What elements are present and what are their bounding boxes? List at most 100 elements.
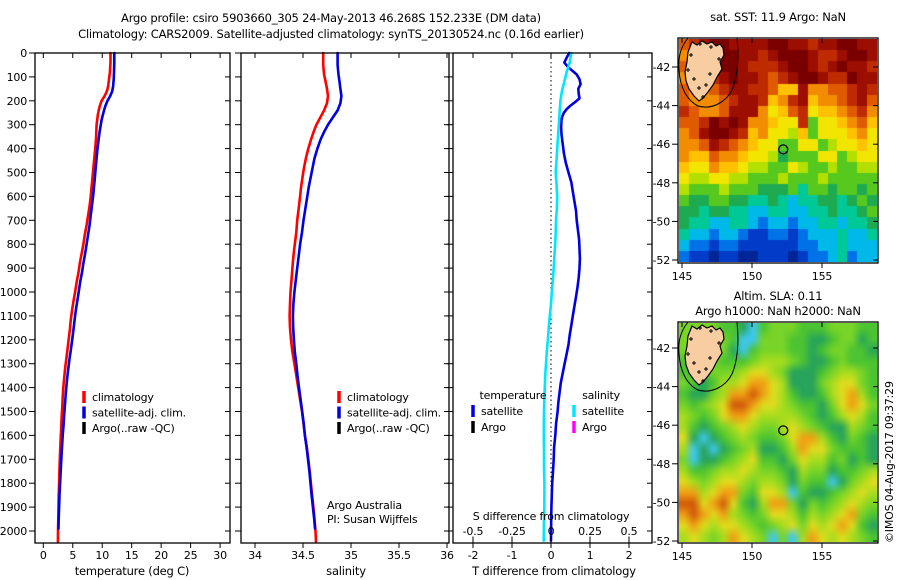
s-axis-tick-label: -0.5 xyxy=(463,525,484,538)
s-axis-tick-label: 0.25 xyxy=(578,525,602,538)
s-axis-tick-label: 0.5 xyxy=(621,525,638,538)
x-tick-label: 0 xyxy=(548,549,555,562)
depth-tick-label: 2000 xyxy=(0,525,27,538)
longitude-tick-label: 145 xyxy=(672,550,693,563)
series-S-line xyxy=(542,51,573,542)
difference-panel: -2 -1 0 1 2 temperature satellite Argo salinity s… xyxy=(447,51,653,562)
s-axis-tick-label: -0.25 xyxy=(498,525,526,538)
argo-float-position-marker xyxy=(778,144,789,155)
depth-tick-label: 1600 xyxy=(0,429,27,442)
depth-tick-label: 1100 xyxy=(0,310,27,323)
map-frame xyxy=(677,37,879,264)
depth-tick-label: 1700 xyxy=(0,453,27,466)
argo-float-position-marker xyxy=(778,425,789,436)
sst-map-panel: 145 150 155 -42 -44 -46 -48 -50 -52 xyxy=(653,37,879,283)
sla-map-subtitle: Argo h1000: NaN h2000: NaN xyxy=(695,304,861,318)
coastal-station-marks xyxy=(686,326,721,383)
x-tick-label: 15 xyxy=(125,549,139,562)
legend-header: temperature xyxy=(480,389,547,402)
legend-label: climatology xyxy=(92,391,154,404)
longitude-tick-label: 150 xyxy=(742,550,763,563)
panel-frame xyxy=(240,52,450,544)
shelf-contour xyxy=(678,37,739,108)
sla-map-title: Altim. SLA: 0.11 xyxy=(734,289,823,303)
depth-tick-label: 1300 xyxy=(0,358,27,371)
coastal-station-marks xyxy=(686,42,721,99)
legend-label: satellite-adj. clim. xyxy=(347,407,441,420)
x-tick-label: 10 xyxy=(95,549,109,562)
latitude-tick-label: -44 xyxy=(653,381,671,394)
figure-title-line2: Climatology: CARS2009. Satellite-adjuste… xyxy=(78,27,584,41)
temperature-panel: 0 5 10 15 20 25 300100200300400500600700800900… xyxy=(0,47,231,562)
longitude-tick-label: 155 xyxy=(812,550,833,563)
series--line xyxy=(291,51,343,530)
depth-tick-label: 0 xyxy=(20,47,27,60)
figure-title-line1: Argo profile: csiro 5903660_305 24-May-2… xyxy=(121,11,541,25)
tasmania-landmass xyxy=(684,40,725,102)
program-annotation: Argo Australia xyxy=(327,499,402,512)
depth-tick-label: 700 xyxy=(7,214,28,227)
depth-tick-label: 1500 xyxy=(0,406,27,419)
legend-label: Argo(..raw -QC) xyxy=(347,422,430,435)
x-tick-label: -1 xyxy=(507,549,518,562)
x-tick-label: 34 xyxy=(248,549,262,562)
panel-frame xyxy=(452,52,653,544)
salinity-axis-label: salinity xyxy=(326,564,366,578)
map-frame xyxy=(677,321,879,544)
depth-tick-label: 800 xyxy=(7,238,28,251)
longitude-tick-label: 150 xyxy=(742,270,763,283)
depth-tick-label: 1900 xyxy=(0,501,27,514)
shelf-contour xyxy=(678,321,739,392)
depth-tick-label: 200 xyxy=(7,95,28,108)
depth-tick-label: 1400 xyxy=(0,382,27,395)
x-tick-label: 35 xyxy=(344,549,358,562)
depth-tick-label: 1800 xyxy=(0,477,27,490)
legend-label: satellite xyxy=(582,405,624,418)
latitude-tick-label: -48 xyxy=(653,458,671,471)
depth-tick-label: 900 xyxy=(7,262,28,275)
depth-tick-label: 300 xyxy=(7,119,28,132)
s-axis-tick-label: 0 xyxy=(548,525,555,538)
x-tick-label: 25 xyxy=(184,549,198,562)
s-difference-axis-label: S difference from climatology xyxy=(473,510,630,523)
latitude-tick-label: -50 xyxy=(653,215,671,228)
depth-tick-label: 600 xyxy=(7,190,28,203)
depth-tick-label: 1000 xyxy=(0,286,27,299)
x-tick-label: 20 xyxy=(154,549,168,562)
panel-frame xyxy=(34,52,231,544)
depth-tick-label: 400 xyxy=(7,143,28,156)
latitude-tick-label: -52 xyxy=(653,254,670,267)
latitude-tick-label: -42 xyxy=(653,342,670,355)
legend-label: satellite xyxy=(481,405,523,418)
x-tick-label: 36 xyxy=(440,549,454,562)
depth-tick-label: 500 xyxy=(7,167,28,180)
legend-header: salinity xyxy=(582,389,621,402)
tasmania-landmass xyxy=(684,324,725,386)
longitude-tick-label: 145 xyxy=(672,270,693,283)
latitude-tick-label: -44 xyxy=(653,100,671,113)
legend-label: climatology xyxy=(347,391,409,404)
latitude-tick-label: -46 xyxy=(653,419,671,432)
latitude-tick-label: -46 xyxy=(653,138,671,151)
latitude-tick-label: -50 xyxy=(653,496,671,509)
latitude-tick-label: -42 xyxy=(653,61,670,74)
legend-label: Argo xyxy=(481,421,506,434)
x-tick-label: -2 xyxy=(468,549,479,562)
x-tick-label: 35.5 xyxy=(387,549,411,562)
x-tick-label: 1 xyxy=(587,549,594,562)
sst-map-title: sat. SST: 11.9 Argo: NaN xyxy=(710,10,846,24)
t-difference-axis-label: T difference from climatology xyxy=(471,564,636,578)
x-tick-label: 2 xyxy=(626,549,633,562)
x-tick-label: 30 xyxy=(213,549,227,562)
legend-label: Argo xyxy=(582,421,607,434)
series-T-line xyxy=(549,51,582,542)
pi-annotation: PI: Susan Wijffels xyxy=(327,513,418,526)
imos-watermark: ©IMOS 04-Aug-2017 09:37:29 xyxy=(883,381,896,543)
longitude-tick-label: 155 xyxy=(812,270,833,283)
latitude-tick-label: -52 xyxy=(653,535,670,548)
legend-label: Argo(..raw -QC) xyxy=(92,422,175,435)
latitude-tick-label: -48 xyxy=(653,177,671,190)
depth-tick-label: 1200 xyxy=(0,334,27,347)
